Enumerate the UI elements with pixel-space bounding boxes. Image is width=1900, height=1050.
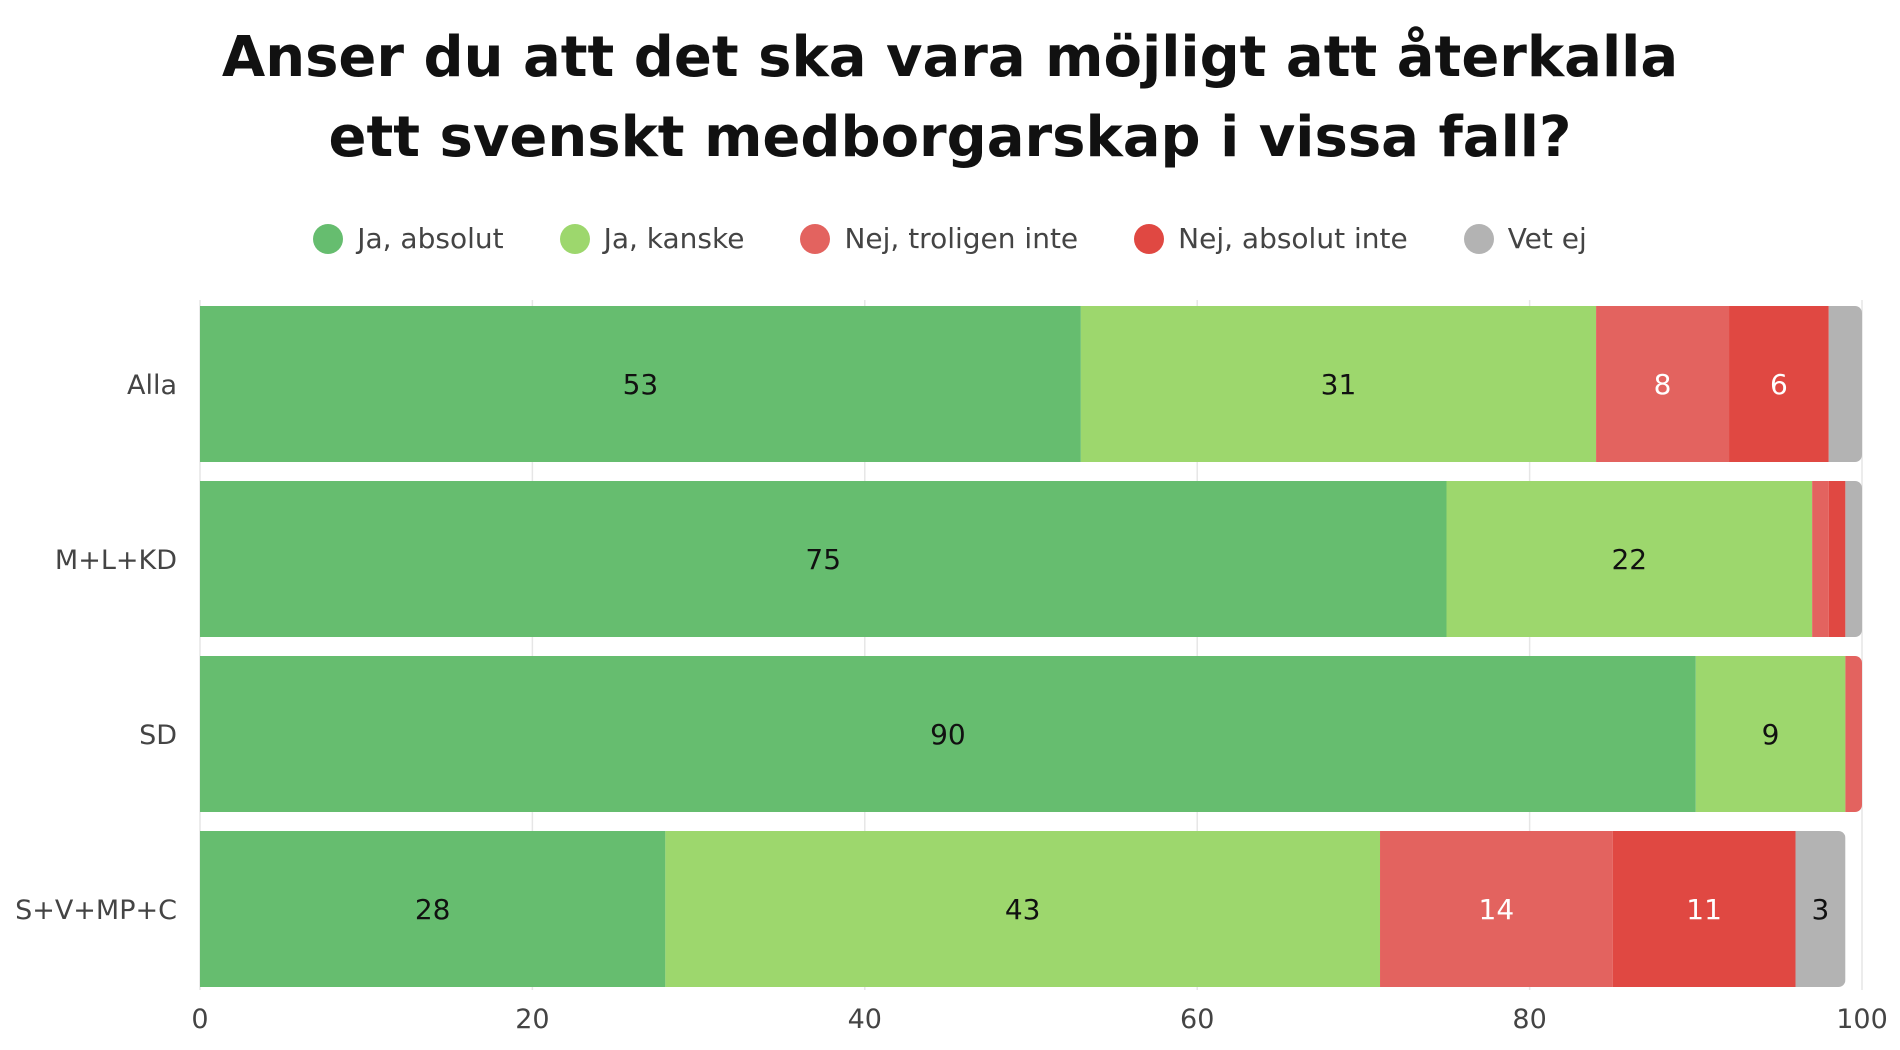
data-label-alla-ja-kanske: 31 — [1321, 368, 1357, 401]
bar-row-m-l-kd — [200, 481, 1862, 637]
data-label-s-v-mp-c-nej-troligen-inte: 14 — [1479, 893, 1515, 926]
data-label-sd-ja-kanske: 9 — [1762, 718, 1780, 751]
bar-s-v-mp-c-nej-troligen-inte — [1380, 831, 1613, 987]
bar-s-v-mp-c-nej-absolut-inte — [1612, 831, 1796, 987]
legend-label-ja-kanske: Ja, kanske — [603, 222, 745, 255]
legend-item-nej-troligen-inte: Nej, troligen inte — [800, 222, 1078, 255]
legend-label-vet-ej: Vet ej — [1507, 222, 1587, 255]
data-label-s-v-mp-c-vet-ej: 3 — [1812, 893, 1830, 926]
bar-s-v-mp-c-ja-kanske — [665, 831, 1381, 987]
legend-item-nej-absolut-inte: Nej, absolut inte — [1134, 222, 1408, 255]
bar-sd-nej-troligen-inte — [1845, 656, 1862, 812]
data-label-s-v-mp-c-ja-kanske: 43 — [1005, 893, 1041, 926]
bar-row-sd — [200, 656, 1862, 812]
category-label-alla: Alla — [127, 370, 177, 401]
bar-m-l-kd-nej-absolut-inte — [1828, 481, 1846, 637]
chart-title-line-2: ett svenskt medborgarskap i vissa fall? — [328, 105, 1572, 170]
legend-swatch-nej-absolut-inte — [1134, 223, 1165, 254]
bar-m-l-kd-nej-troligen-inte — [1812, 481, 1829, 637]
chart-title: Anser du att det ska vara möjligt att åt… — [0, 18, 1900, 178]
data-label-m-l-kd-ja-kanske: 22 — [1611, 543, 1647, 576]
legend-item-vet-ej: Vet ej — [1463, 222, 1587, 255]
bar-alla-ja-kanske — [1080, 306, 1597, 462]
legend-swatch-ja-absolut — [313, 223, 344, 254]
data-label-alla-nej-absolut-inte: 6 — [1770, 368, 1788, 401]
bar-alla-nej-troligen-inte — [1596, 306, 1730, 462]
legend: Ja, absolut Ja, kanske Nej, troligen int… — [0, 222, 1900, 255]
x-tick-label-0: 0 — [191, 1004, 208, 1035]
bar-sd-ja-absolut — [200, 656, 1696, 812]
bar-sd-ja-kanske — [1695, 656, 1846, 812]
legend-item-ja-kanske: Ja, kanske — [559, 222, 745, 255]
legend-label-ja-absolut: Ja, absolut — [357, 222, 504, 255]
category-label-m-l-kd: M+L+KD — [55, 545, 177, 576]
bar-m-l-kd-vet-ej — [1845, 481, 1862, 637]
bar-s-v-mp-c-ja-absolut — [200, 831, 666, 987]
x-tick-label-80: 80 — [1512, 1004, 1546, 1035]
bar-s-v-mp-c-vet-ej — [1795, 831, 1846, 987]
data-label-alla-ja-absolut: 53 — [623, 368, 659, 401]
legend-label-nej-troligen-inte: Nej, troligen inte — [844, 222, 1079, 255]
bar-row-alla — [200, 306, 1862, 462]
data-label-m-l-kd-ja-absolut: 75 — [805, 543, 841, 576]
data-label-alla-nej-troligen-inte: 8 — [1654, 368, 1672, 401]
data-label-s-v-mp-c-nej-absolut-inte: 11 — [1686, 893, 1722, 926]
x-tick-label-60: 60 — [1180, 1004, 1214, 1035]
bar-alla-nej-absolut-inte — [1729, 306, 1829, 462]
legend-swatch-vet-ej — [1463, 223, 1494, 254]
bar-row-s-v-mp-c — [200, 831, 1846, 987]
bar-alla-vet-ej — [1828, 306, 1862, 462]
data-label-sd-ja-absolut: 90 — [930, 718, 966, 751]
bar-alla-ja-absolut — [200, 306, 1081, 462]
legend-label-nej-absolut-inte: Nej, absolut inte — [1178, 222, 1408, 255]
chart-title-line-1: Anser du att det ska vara möjligt att åt… — [221, 25, 1679, 90]
x-tick-label-20: 20 — [515, 1004, 549, 1035]
legend-swatch-nej-troligen-inte — [800, 223, 831, 254]
legend-swatch-ja-kanske — [559, 223, 590, 254]
legend-item-ja-absolut: Ja, absolut — [313, 222, 504, 255]
x-tick-label-40: 40 — [848, 1004, 882, 1035]
category-label-s-v-mp-c: S+V+MP+C — [15, 895, 177, 926]
x-tick-label-100: 100 — [1836, 1004, 1888, 1035]
category-label-sd: SD — [139, 720, 177, 751]
bar-m-l-kd-ja-kanske — [1446, 481, 1813, 637]
bar-m-l-kd-ja-absolut — [200, 481, 1447, 637]
data-label-s-v-mp-c-ja-absolut: 28 — [415, 893, 451, 926]
